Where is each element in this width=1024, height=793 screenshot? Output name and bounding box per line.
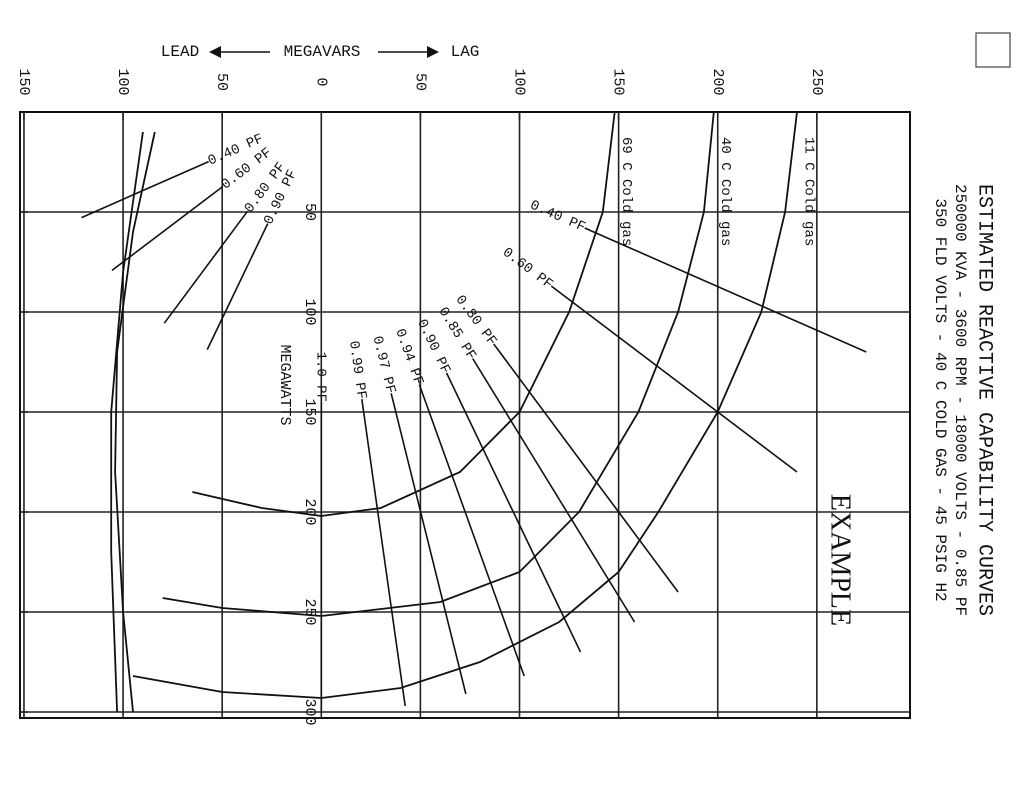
curve (110, 131, 144, 713)
pf-line (584, 227, 867, 353)
curve-label: 11 C Cold gas (800, 137, 816, 246)
pf-line (445, 372, 582, 653)
x-tick-label: 150 (610, 68, 627, 95)
x-tick-label: 250 (808, 68, 825, 95)
curve-label: 69 C Cold gas (618, 137, 634, 246)
pf-line (493, 343, 679, 593)
x-axis-lag: LAG (451, 43, 480, 61)
x-tick-label: 50 (411, 73, 428, 91)
pf-label: 1.0 PF (313, 352, 329, 402)
pf-line (111, 185, 224, 272)
pf-line (163, 210, 249, 324)
curve (132, 111, 798, 699)
x-tick-label: 100 (114, 68, 131, 95)
x-tick-label: 0 (312, 77, 329, 86)
curve (114, 131, 156, 713)
curve (192, 111, 616, 517)
x-axis-title: MEGAVARS (284, 43, 361, 61)
y-axis-title: MEGAWATTS (276, 344, 293, 425)
x-tick-label: 150 (15, 68, 32, 95)
plot-frame (19, 111, 911, 719)
pf-line (390, 393, 467, 695)
pf-line (81, 160, 209, 219)
pf-label: 0.99 PF (345, 340, 369, 400)
pf-line (206, 223, 269, 350)
chart-title: ESTIMATED REACTIVE CAPABILITY CURVES (973, 184, 996, 616)
chart-subtitle: 250000 KVA - 3600 RPM - 18000 VOLTS - 0.… (951, 184, 969, 616)
x-tick-label: 200 (709, 68, 726, 95)
pf-label: 0.60 PF (499, 245, 556, 293)
x-tick-label: 50 (213, 73, 230, 91)
pf-line (472, 358, 636, 623)
x-axis-lead: LEAD (161, 43, 199, 61)
pf-line (550, 285, 798, 473)
pf-label: 0.97 PF (369, 334, 399, 395)
annotation: EXAMPLE (825, 494, 856, 626)
chart-subtitle: 350 FLD VOLTS - 40 C COLD GAS - 45 PSIG … (931, 198, 949, 601)
curve-label: 40 C Cold gas (717, 137, 733, 246)
pf-line (361, 398, 406, 707)
pf-line (418, 384, 525, 677)
curve (162, 111, 715, 617)
checkbox (975, 32, 1011, 68)
x-tick-label: 100 (511, 68, 528, 95)
pf-label: 0.40 PF (527, 198, 587, 236)
